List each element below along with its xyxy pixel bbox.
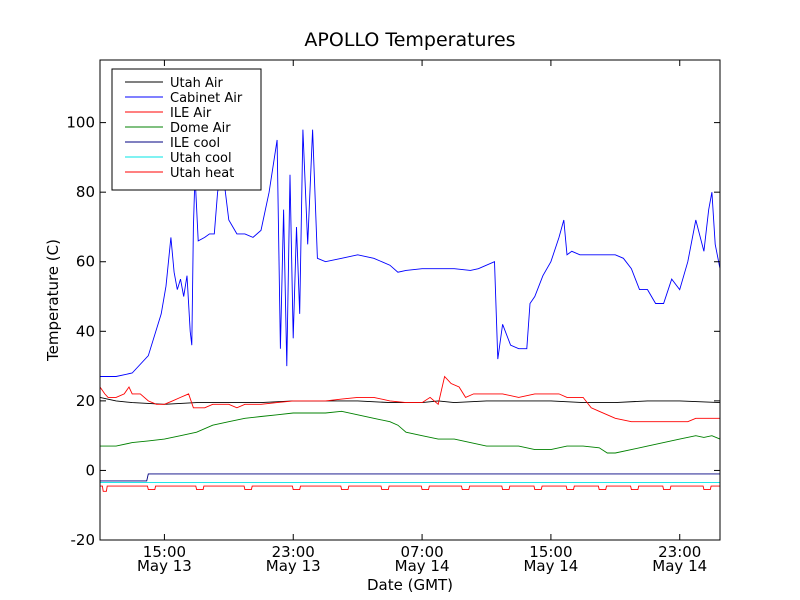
x-axis-label: Date (GMT) (367, 576, 453, 594)
y-tick-label: 100 (66, 114, 95, 132)
x-tick-label-date: May 13 (266, 557, 321, 575)
legend-entry: Cabinet Air (170, 91, 243, 106)
series-layer (99, 129, 721, 492)
series-line-dome-air (100, 410, 721, 454)
x-tick-label-time: 07:00 (400, 543, 443, 561)
legend-entry: Utah heat (170, 166, 234, 181)
y-tick-label: 60 (76, 253, 95, 271)
y-tick-label: 20 (76, 392, 95, 410)
series-line-ile-air (99, 375, 720, 423)
series-line-cabinet-air (100, 129, 721, 377)
y-tick-label: 40 (76, 322, 95, 340)
series-line-ile-cool (100, 473, 720, 482)
chart-title: APOLLO Temperatures (304, 29, 515, 51)
y-axis-label: Temperature (C) (44, 239, 62, 362)
x-tick-label-date: May 13 (137, 557, 192, 575)
y-tick-label: 80 (76, 183, 95, 201)
legend-entry: Dome Air (170, 121, 231, 136)
legend-entry: Utah Air (170, 76, 223, 91)
x-tick-label-time: 23:00 (658, 543, 701, 561)
legend-entry: Utah cool (170, 151, 232, 166)
plot-frame (99, 59, 721, 541)
x-tick-label-time: 23:00 (272, 543, 315, 561)
y-tick-label: -20 (71, 531, 96, 549)
legend-box (111, 68, 262, 191)
x-tick-label-time: 15:00 (529, 543, 572, 561)
x-tick-label-time: 15:00 (143, 543, 186, 561)
legend-entry: ILE cool (170, 136, 220, 151)
legend-entry: ILE Air (170, 106, 212, 121)
x-tick-label-date: May 14 (523, 557, 578, 575)
y-tick-label: 0 (85, 461, 95, 479)
x-tick-label-date: May 14 (395, 557, 450, 575)
series-line-utah-heat (100, 485, 720, 492)
x-tick-label-date: May 14 (652, 557, 707, 575)
